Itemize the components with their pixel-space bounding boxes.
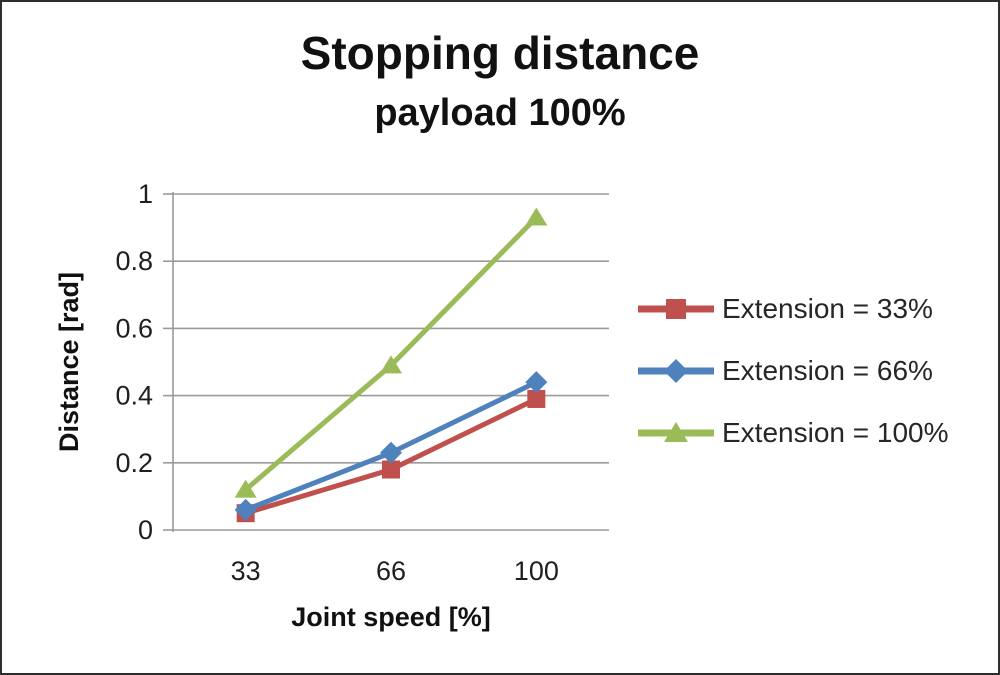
series-lines [234, 207, 548, 523]
data-point-marker [380, 441, 402, 464]
data-point-marker [382, 460, 400, 479]
legend-marker-diamond-icon [638, 359, 714, 383]
data-point-marker [527, 389, 546, 408]
chart-subtitle: payload 100% [374, 92, 626, 134]
legend-item: Extension = 33% [636, 278, 949, 340]
legend-item: Extension = 100% [636, 402, 949, 464]
data-point-marker [234, 498, 257, 521]
legend-marker-triangle-icon [638, 422, 714, 442]
data-point-marker [380, 355, 402, 374]
series-extension-66- [234, 371, 548, 521]
x-tick-label: 66 [376, 556, 406, 586]
legend-label: Extension = 33% [722, 293, 933, 324]
y-tick-label: 0.8 [115, 246, 153, 276]
y-tick-label: 0.2 [115, 448, 153, 478]
series-extension-100- [234, 207, 548, 498]
x-axis-title: Joint speed [%] [291, 602, 491, 632]
legend-marker-square-icon [638, 299, 714, 319]
y-axis-title: Distance [rad] [54, 272, 84, 452]
data-point-marker [666, 299, 686, 319]
y-tick-labels: 0 0.2 0.4 0.6 0.8 1 [115, 179, 153, 545]
x-tick-label: 100 [514, 556, 559, 586]
legend-item: Extension = 66% [636, 340, 949, 402]
legend-label: Extension = 100% [722, 417, 949, 448]
data-point-marker [664, 422, 688, 442]
y-tick-label: 0.4 [115, 381, 153, 411]
data-point-marker [525, 371, 548, 394]
legend: Extension = 33% Extension = 66% Extension … [636, 278, 949, 464]
data-point-marker [234, 479, 257, 498]
y-tick-label: 0.6 [115, 313, 153, 343]
chart-title: Stopping distance [300, 27, 700, 79]
y-tick-label: 1 [138, 179, 153, 209]
legend-label: Extension = 66% [722, 355, 933, 386]
x-tick-labels: 33 66 100 [231, 556, 559, 586]
data-point-marker [664, 359, 688, 383]
y-axis [163, 192, 174, 532]
data-point-marker [525, 207, 548, 226]
y-tick-label: 0 [138, 515, 153, 545]
x-tick-label: 33 [231, 556, 261, 586]
